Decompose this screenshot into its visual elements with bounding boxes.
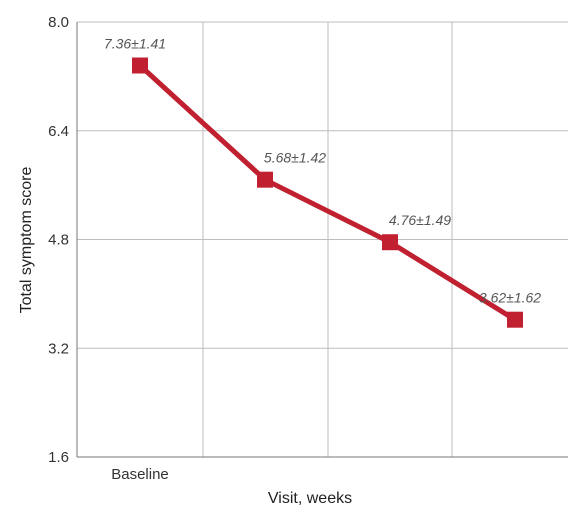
y-tick-label: 4.8 (48, 232, 69, 249)
data-point-marker (257, 171, 273, 188)
data-point-marker (132, 57, 148, 74)
axes (76, 22, 568, 458)
grid (77, 21, 568, 457)
y-tick-label: 1.6 (48, 449, 69, 466)
x-axis-title: Visit, weeks (268, 490, 352, 507)
y-axis-ticks: 1.6 3.2 4.8 6.4 8.0 (48, 14, 69, 466)
y-tick-label: 8.0 (48, 14, 69, 31)
series-line (137, 63, 518, 323)
data-point-marker (507, 311, 523, 328)
y-tick-label: 6.4 (48, 123, 69, 140)
y-tick-label: 3.2 (48, 340, 69, 357)
data-label: 4.76±1.49 (389, 212, 451, 228)
series-line-path (137, 63, 518, 323)
data-label: 7.36±1.41 (104, 36, 166, 52)
data-point-marker (382, 234, 398, 251)
x-axis-ticks: Baseline (111, 466, 169, 483)
data-label: 5.68±1.42 (264, 150, 326, 166)
x-tick-label: Baseline (111, 466, 169, 483)
data-points (132, 57, 523, 328)
data-labels: 7.36±1.41 5.68±1.42 4.76±1.49 3.62±1.62 (104, 36, 541, 306)
y-axis-title: Total symptom score (18, 167, 35, 314)
data-label: 3.62±1.62 (479, 290, 541, 306)
